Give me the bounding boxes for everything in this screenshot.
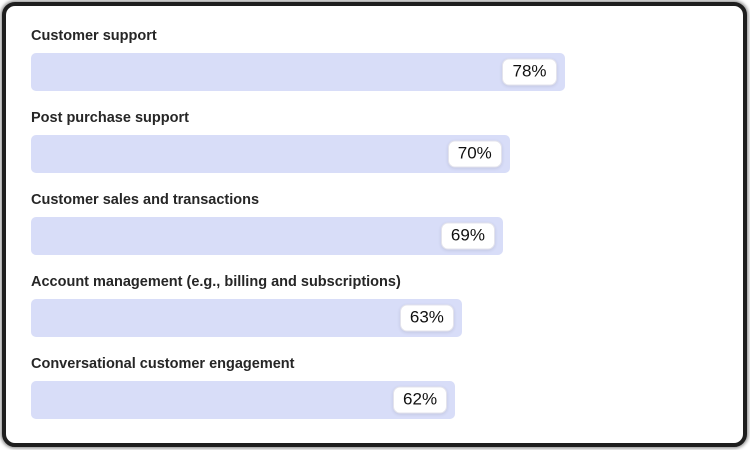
value-badge: 70% (447, 140, 502, 168)
value-badge: 62% (393, 386, 448, 414)
bar[interactable]: 63% (31, 299, 462, 337)
horizontal-bar-chart: Customer support 78% Post purchase suppo… (31, 28, 715, 419)
bar-row: Post purchase support 70% (31, 110, 715, 173)
category-label: Customer support (31, 28, 157, 44)
bar-row: Customer support 78% (31, 28, 715, 91)
category-label: Post purchase support (31, 110, 189, 126)
bar[interactable]: 69% (31, 217, 503, 255)
bar-row: Account management (e.g., billing and su… (31, 274, 715, 337)
bar-row: Customer sales and transactions 69% (31, 192, 715, 255)
value-badge: 63% (399, 304, 454, 332)
bar[interactable]: 62% (31, 381, 456, 419)
bar[interactable]: 78% (31, 53, 565, 91)
value-badge: 69% (440, 222, 495, 250)
value-badge: 78% (502, 58, 557, 86)
bar-row: Conversational customer engagement 62% (31, 356, 715, 419)
bar[interactable]: 70% (31, 135, 510, 173)
category-label: Conversational customer engagement (31, 356, 295, 372)
category-label: Account management (e.g., billing and su… (31, 274, 401, 290)
category-label: Customer sales and transactions (31, 192, 260, 208)
